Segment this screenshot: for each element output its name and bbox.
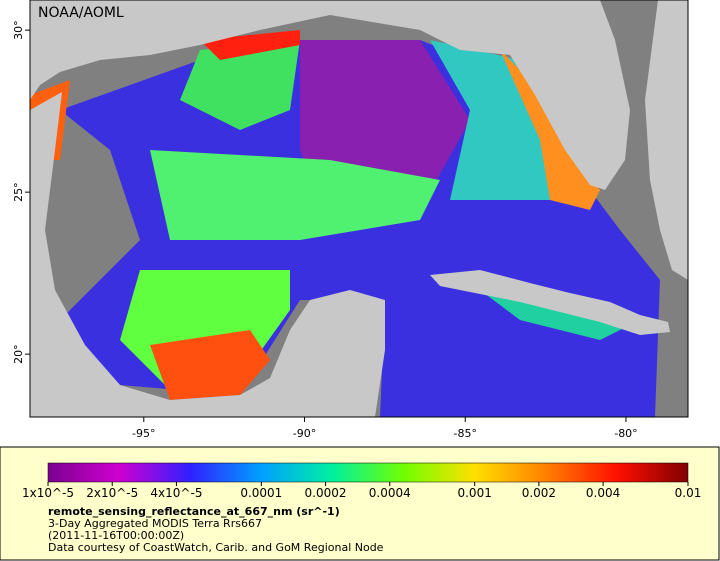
info-line: Data courtesy of CoastWatch, Carib. and … (48, 541, 384, 554)
data-red (150, 330, 270, 400)
map-area (30, 0, 688, 417)
colorbar-axis: 1x10^-5 2x10^-5 4x10^-5 0.0001 0.0002 0.0004 0… (22, 482, 701, 500)
x-tick-label: -80° (614, 427, 637, 440)
info-lines: 3-Day Aggregated MODIS Terra Rrs667(2011… (48, 517, 384, 554)
data-green (180, 40, 300, 130)
data-green (150, 150, 440, 240)
colorbar-tick-label: 0.0001 (240, 486, 282, 500)
map-frame (29, 0, 689, 418)
y-tick-label: 25° (12, 182, 25, 202)
info-line: (2011-11-16T00:00:00Z) (48, 529, 184, 542)
x-tick-label: -85° (454, 427, 477, 440)
colorbar-tick-label: 0.004 (586, 486, 620, 500)
variable-name: remote_sensing_reflectance_at_667_nm (sr… (48, 505, 340, 518)
info-line: 3-Day Aggregated MODIS Terra Rrs667 (48, 517, 262, 530)
colorbar-tick-label: 2x10^-5 (86, 486, 138, 500)
colorbar-tick-label: 0.0002 (305, 486, 347, 500)
x-tick-label: -90° (293, 427, 316, 440)
credit: NOAA/AOML (38, 5, 124, 21)
colorbar-tick-label: 0.001 (457, 486, 491, 500)
axes: -95° -90° -85° -80° 20° 25° 30° (12, 20, 638, 440)
colorbar-tick-label: 0.01 (675, 486, 702, 500)
data-cyan (430, 40, 570, 200)
land-us (30, 0, 630, 190)
colorbar-tick-label: 0.002 (522, 486, 556, 500)
land-cuba (430, 270, 670, 335)
data-orange (500, 50, 600, 210)
land-mexico (30, 92, 385, 417)
y-tick-label: 20° (12, 344, 25, 364)
colorbar-tick-label: 0.0004 (369, 486, 411, 500)
colorbar (47, 462, 689, 483)
x-tick-label: -95° (132, 427, 155, 440)
y-tick-label: 30° (12, 20, 25, 39)
colorbar-tick-label: 1x10^-5 (22, 486, 74, 500)
land-bahamas (645, 0, 688, 280)
colorbar-tick-label: 4x10^-5 (150, 486, 202, 500)
